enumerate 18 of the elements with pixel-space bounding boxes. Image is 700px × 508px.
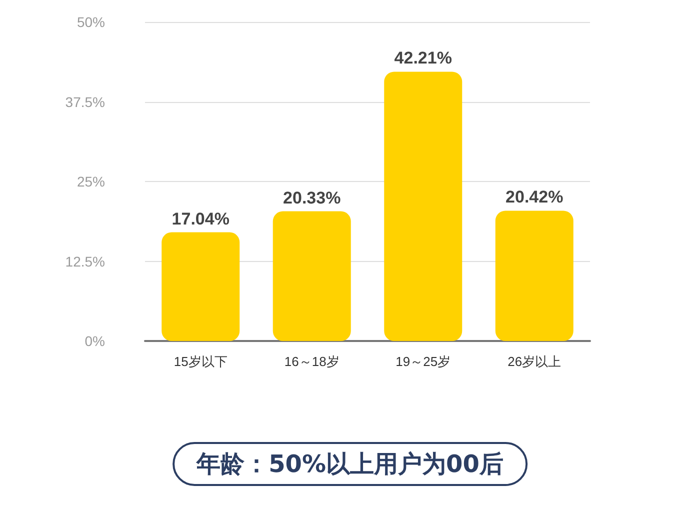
- data-label: 42.21%: [394, 48, 452, 68]
- bar: [384, 72, 462, 341]
- x-tick-label: 26岁以上: [508, 354, 562, 369]
- x-tick-label: 16～18岁: [284, 354, 340, 369]
- bar: [495, 210, 574, 341]
- y-tick-label: 25%: [76, 174, 105, 190]
- bar: [162, 232, 240, 341]
- y-tick-label: 50%: [76, 14, 105, 30]
- x-tick-label: 15岁以下: [174, 354, 228, 369]
- y-tick-label: 0%: [84, 333, 105, 349]
- y-tick-label: 12.5%: [65, 253, 105, 270]
- data-label: 17.04%: [172, 209, 230, 228]
- data-label: 20.42%: [506, 188, 564, 207]
- x-tick-label: 19～25岁: [396, 354, 451, 369]
- data-label: 20.33%: [283, 188, 341, 208]
- y-tick-label: 37.5%: [65, 94, 105, 110]
- text: 年龄：50%以上用户为00后: [172, 442, 528, 486]
- bar: [272, 211, 351, 341]
